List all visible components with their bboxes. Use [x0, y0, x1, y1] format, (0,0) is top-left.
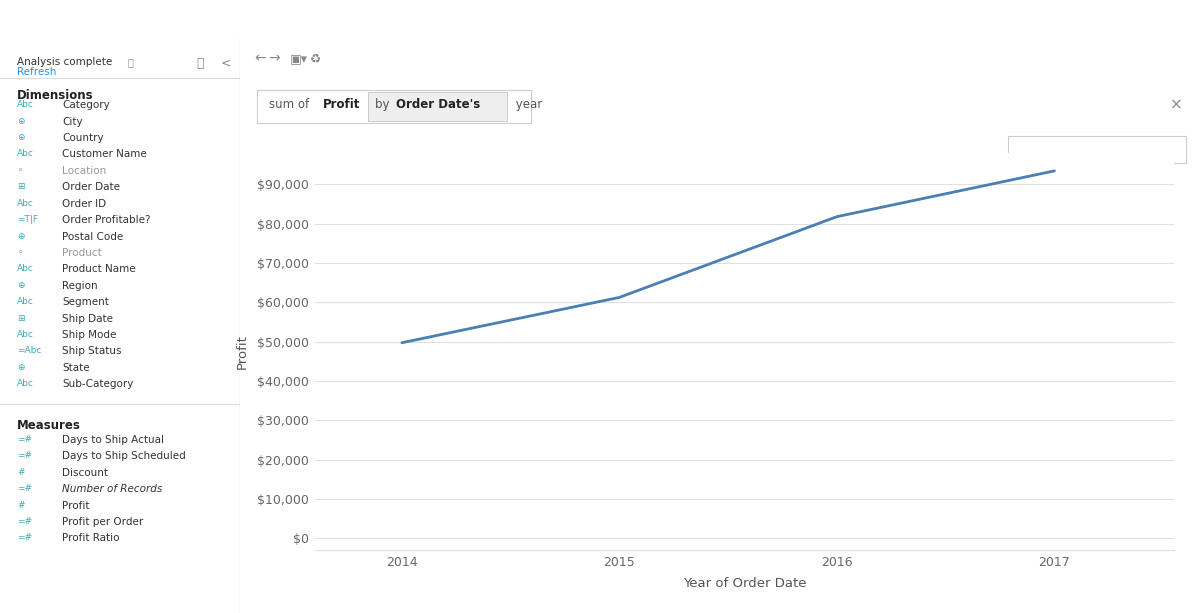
Text: Abc: Abc: [17, 100, 34, 109]
Text: Abc: Abc: [17, 150, 34, 158]
Text: ⌕: ⌕: [197, 57, 204, 70]
Text: Product Name: Product Name: [62, 264, 136, 275]
Text: Abc: Abc: [17, 264, 34, 273]
Text: Refresh: Refresh: [17, 67, 56, 77]
Text: Segment: Segment: [62, 297, 109, 307]
Text: Ship Date: Ship Date: [62, 314, 114, 324]
Text: =#: =#: [17, 451, 32, 460]
Text: ←: ←: [254, 51, 265, 66]
Text: ⊟: ⊟: [14, 12, 28, 26]
Text: by: by: [376, 98, 394, 112]
Text: Sub-Category: Sub-Category: [62, 379, 133, 389]
Text: Discount: Discount: [62, 468, 108, 478]
Text: Days to Ship Actual: Days to Ship Actual: [62, 435, 164, 445]
Text: 2017 Superstore: 2017 Superstore: [36, 12, 163, 26]
Text: ⊕: ⊕: [17, 232, 24, 240]
Text: Measures: Measures: [17, 419, 80, 432]
Text: ⊞: ⊞: [17, 182, 24, 191]
Text: Postal Code: Postal Code: [62, 232, 124, 242]
Text: =#: =#: [17, 435, 32, 444]
Text: ♻: ♻: [310, 52, 322, 65]
FancyBboxPatch shape: [367, 93, 506, 121]
Text: Abc: Abc: [17, 330, 34, 339]
Text: ▣▾: ▣▾: [290, 52, 308, 65]
Text: Order Profitable?: Order Profitable?: [62, 215, 151, 225]
Text: year: year: [511, 98, 542, 112]
FancyBboxPatch shape: [257, 90, 530, 123]
Text: Category: Category: [62, 100, 110, 110]
Y-axis label: Profit: Profit: [236, 334, 248, 369]
Text: sum of: sum of: [269, 98, 313, 112]
Text: ⊕: ⊕: [17, 363, 24, 372]
Text: =T|F: =T|F: [17, 215, 38, 224]
Text: Customer Name: Customer Name: [62, 150, 148, 159]
Text: Abc: Abc: [17, 199, 34, 208]
X-axis label: Year of Order Date: Year of Order Date: [683, 577, 806, 590]
Text: Location: Location: [62, 166, 107, 176]
Text: Profit per Order: Profit per Order: [62, 517, 144, 527]
Text: Analysis complete: Analysis complete: [17, 57, 112, 67]
Text: Abc: Abc: [17, 297, 34, 306]
Text: Order Date's: Order Date's: [396, 98, 481, 112]
Text: Order ID: Order ID: [62, 199, 107, 208]
Text: ∿  Line Chart  ▾: ∿ Line Chart ▾: [1018, 145, 1104, 154]
Text: Dimensions: Dimensions: [17, 89, 94, 102]
Text: Order Date: Order Date: [62, 182, 120, 192]
Text: City: City: [62, 116, 83, 127]
Text: #: #: [17, 501, 24, 509]
Text: =#: =#: [17, 517, 32, 526]
Text: Product: Product: [62, 248, 102, 258]
Text: ⊞: ⊞: [17, 314, 24, 322]
FancyBboxPatch shape: [1008, 136, 1186, 162]
Text: ⓘ: ⓘ: [127, 57, 133, 67]
Text: Abc: Abc: [17, 379, 34, 389]
Text: =Abc: =Abc: [17, 346, 41, 356]
Text: Ship Mode: Ship Mode: [62, 330, 116, 340]
Text: =#: =#: [17, 533, 32, 543]
Text: State: State: [62, 363, 90, 373]
Text: ⚬: ⚬: [17, 166, 24, 175]
Text: Profit Ratio: Profit Ratio: [62, 533, 120, 544]
Text: ⚬: ⚬: [17, 248, 24, 257]
Text: ⊕: ⊕: [17, 116, 24, 126]
Text: ×: ×: [1170, 97, 1183, 112]
Text: ⊕: ⊕: [17, 133, 24, 142]
Text: Region: Region: [62, 281, 98, 291]
Text: =#: =#: [17, 484, 32, 493]
Text: Number of Records: Number of Records: [62, 484, 163, 494]
Text: Days to Ship Scheduled: Days to Ship Scheduled: [62, 451, 186, 462]
Text: ⊕: ⊕: [17, 281, 24, 290]
Text: #: #: [17, 468, 24, 477]
Text: Country: Country: [62, 133, 104, 143]
Text: Profit: Profit: [62, 501, 90, 511]
Text: →: →: [268, 51, 280, 66]
Text: Ship Status: Ship Status: [62, 346, 122, 357]
Text: <: <: [221, 57, 232, 70]
Text: Profit: Profit: [323, 98, 360, 112]
